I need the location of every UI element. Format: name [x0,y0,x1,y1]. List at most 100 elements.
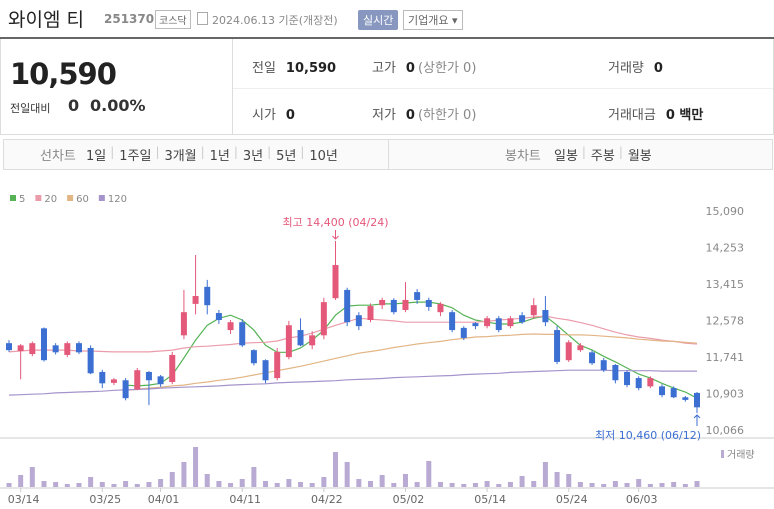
volume-bar [601,484,607,487]
realtime-button[interactable]: 실시간 [358,10,399,30]
candle-body [180,312,187,336]
candle-body [250,350,257,364]
stat: 전일 10,590 [252,57,336,76]
volume-bar [263,481,269,487]
volume-bar [228,483,234,487]
volume-bar [134,484,140,487]
candle-body [110,379,117,383]
candle-body [262,360,269,381]
legend-label: 60 [76,194,89,205]
x-tick-label: 06/03 [626,493,658,506]
x-tick-label: 03/14 [8,493,40,506]
candle-body [367,306,374,321]
x-tick-label: 04/22 [311,493,343,506]
volume-bar [286,479,292,487]
legend-swatch [67,195,74,201]
candle-body [437,303,444,313]
period-tab[interactable]: 3년 [242,149,264,164]
volume-bar [344,462,350,487]
volume-bar [146,482,152,487]
stock-name: 와이엠 티 [8,9,84,31]
period-tab[interactable]: 3개월 [164,149,197,164]
volume-bar [88,477,94,487]
candle-body [122,380,129,399]
stat-value: 0 [285,108,295,123]
tab-sep: | [200,145,205,159]
volume-bar [682,484,688,487]
x-tick-label: 05/24 [556,493,588,506]
volume-bar [53,482,59,487]
period-tab[interactable]: 1년 [209,149,230,164]
volume-bar [391,483,397,487]
volume-bar [333,452,339,487]
volume-bar [274,483,280,487]
tab-sep: | [110,145,115,159]
volume-bar [589,483,595,487]
x-tick-label: 04/11 [229,493,261,506]
candle-body [227,322,234,331]
volume-bar [99,482,105,487]
candle-body [694,392,700,408]
volume-bar [659,483,665,487]
stat-value: 0 백만 [665,108,704,123]
volume-bar [624,483,630,487]
volume-bar [437,482,443,487]
legend-label: 5 [19,194,25,205]
tab-sep: | [233,145,238,159]
period-tab[interactable]: 10년 [309,149,338,164]
candle-body [589,352,596,364]
candle-body [460,327,467,338]
tab-sep: | [300,145,305,159]
candle-body [635,378,642,389]
stat-label: 시가 [252,108,276,123]
company-info-button[interactable]: 기업개요 ▾ [403,10,463,30]
candle-body [600,360,607,371]
tab-label: 선차트 [40,149,76,164]
candle-tab[interactable]: 주봉 [590,149,615,164]
volume-bar [414,482,420,487]
candle-body [285,325,292,358]
y-tick-label: 13,415 [706,278,745,291]
volume-bar [158,479,164,487]
divider [233,88,773,89]
volume-bar [321,477,327,487]
change-rate: 0.00% [90,96,146,115]
period-tab[interactable]: 1일 [86,149,107,164]
candle-body [472,323,479,327]
volume-bar [426,461,432,487]
candle-body [670,388,677,398]
legend-swatch [98,195,105,201]
volume-bar [507,482,513,487]
y-tick-label: 15,090 [706,205,745,218]
candle-body [297,330,304,346]
volume-bar [204,474,210,487]
volume-label: 거래량 [727,449,755,461]
candle-body [169,354,176,383]
candle-tab[interactable]: 일봉 [554,149,578,164]
volume-bar [18,475,24,487]
candle-body [215,313,222,321]
candle-body [274,351,281,379]
legend-label: 20 [44,194,57,205]
period-tab[interactable]: 1주일 [119,149,152,164]
divider [388,140,389,169]
period-tab[interactable]: 5년 [276,149,297,164]
candle-body [542,309,549,323]
candle-body [332,265,339,299]
candle-body [507,318,514,327]
legend-swatch [35,195,42,201]
candle-body [577,345,584,351]
candle-body [449,312,456,331]
volume-bar [76,483,82,487]
stat: 시가 0 [252,104,295,123]
candle-body [52,345,59,353]
volume-bar [251,467,257,487]
candle-tab[interactable]: 월봉 [627,149,652,164]
volume-bar [519,476,525,487]
volume-bar [577,482,583,487]
volume-bar [356,479,362,487]
tab-sep: | [618,145,623,159]
volume-bar [542,462,548,487]
y-tick-label: 14,253 [706,241,745,254]
legend-swatch [10,195,16,201]
